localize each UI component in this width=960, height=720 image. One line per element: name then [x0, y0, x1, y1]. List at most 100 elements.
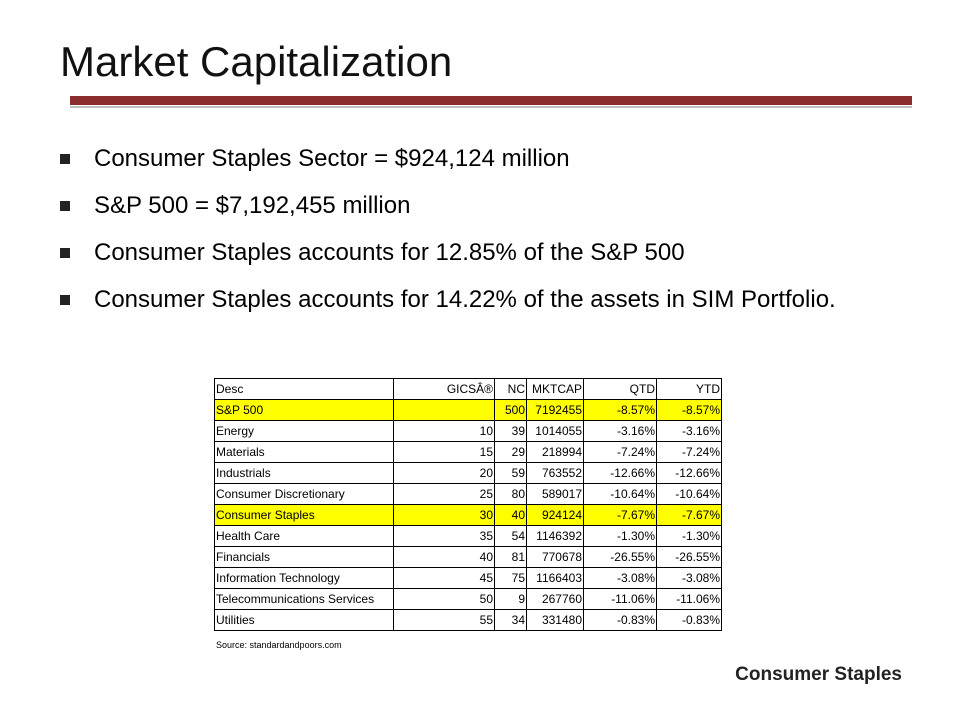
table-cell: -26.55% — [583, 546, 657, 568]
table-cell: 34 — [494, 609, 527, 631]
table-row: Telecommunications Services 50 9 267760 -11.… — [214, 588, 722, 610]
table-row: Financials 40 81 770678 -26.55% -26.55% — [214, 546, 722, 568]
table-cell: 9 — [494, 588, 527, 610]
table-row: S&P 500 500 7192455 -8.57% -8.57% — [214, 399, 722, 421]
table-cell: -0.83% — [583, 609, 657, 631]
bullet-item: Consumer Staples Sector = $924,124 milli… — [60, 142, 920, 175]
table-cell — [393, 399, 495, 421]
table-cell: 500 — [494, 399, 527, 421]
slide-title: Market Capitalization — [60, 38, 453, 85]
table-header-row: Desc GICSÂ® NC MKTCAP QTD YTD — [214, 378, 722, 400]
bullet-list: Consumer Staples Sector = $924,124 milli… — [60, 142, 920, 330]
table-cell: 20 — [393, 462, 495, 484]
bullet-text: Consumer Staples accounts for 14.22% of … — [94, 286, 836, 313]
table-cell: -10.64% — [656, 483, 722, 505]
table-cell: 25 — [393, 483, 495, 505]
header-ytd: YTD — [656, 378, 722, 400]
bullet-item: S&P 500 = $7,192,455 million — [60, 189, 920, 222]
table-cell: Materials — [214, 441, 394, 463]
table-cell: -26.55% — [656, 546, 722, 568]
table-cell: -1.30% — [583, 525, 657, 547]
table-cell: 1146392 — [526, 525, 584, 547]
header-desc: Desc — [214, 378, 394, 400]
table-cell: 267760 — [526, 588, 584, 610]
table-cell: -7.67% — [583, 504, 657, 526]
table-cell: -3.16% — [583, 420, 657, 442]
table-cell: -11.06% — [656, 588, 722, 610]
table-body: S&P 500 500 7192455 -8.57% -8.57% Energy 10 39 1… — [214, 399, 722, 631]
table-cell: -3.08% — [583, 567, 657, 589]
table-cell: Information Technology — [214, 567, 394, 589]
table-cell: 10 — [393, 420, 495, 442]
table-cell: 54 — [494, 525, 527, 547]
bullet-item: Consumer Staples accounts for 14.22% of … — [60, 283, 920, 316]
header-nc: NC — [494, 378, 527, 400]
header-qtd: QTD — [583, 378, 657, 400]
footer-label: Consumer Staples — [735, 664, 902, 685]
source-note: Source: standardandpoors.com — [216, 640, 342, 650]
table-cell: 40 — [494, 504, 527, 526]
table-row: Consumer Staples 30 40 924124 -7.67% -7.67% — [214, 504, 722, 526]
table-row: Industrials 20 59 763552 -12.66% -12.66% — [214, 462, 722, 484]
table-cell: 763552 — [526, 462, 584, 484]
table-cell: Industrials — [214, 462, 394, 484]
table-cell: -8.57% — [656, 399, 722, 421]
table-row: Information Technology 45 75 1166403 -3.08% -… — [214, 567, 722, 589]
bullet-item: Consumer Staples accounts for 12.85% of … — [60, 236, 920, 269]
table-cell: 35 — [393, 525, 495, 547]
table-cell: Health Care — [214, 525, 394, 547]
table-cell: 589017 — [526, 483, 584, 505]
table-row: Energy 10 39 1014055 -3.16% -3.16% — [214, 420, 722, 442]
table-cell: Energy — [214, 420, 394, 442]
table-cell: 1166403 — [526, 567, 584, 589]
table-cell: -3.08% — [656, 567, 722, 589]
table-cell: 770678 — [526, 546, 584, 568]
table-cell: 40 — [393, 546, 495, 568]
table-cell: -7.24% — [583, 441, 657, 463]
table-cell: -12.66% — [656, 462, 722, 484]
table-cell: -11.06% — [583, 588, 657, 610]
table-cell: 331480 — [526, 609, 584, 631]
table-row: Consumer Discretionary 25 80 589017 -10.64% -… — [214, 483, 722, 505]
title-underline-shadow — [70, 106, 912, 108]
table-cell: -7.67% — [656, 504, 722, 526]
bullet-text: S&P 500 = $7,192,455 million — [94, 192, 411, 219]
table-cell: 39 — [494, 420, 527, 442]
table-cell: 50 — [393, 588, 495, 610]
header-gics: GICSÂ® — [393, 378, 495, 400]
table-cell: 30 — [393, 504, 495, 526]
table-cell: 218994 — [526, 441, 584, 463]
table-cell: 81 — [494, 546, 527, 568]
sector-market-cap-table: Desc GICSÂ® NC MKTCAP QTD YTD S&P 500 500… — [214, 378, 722, 631]
square-bullet-icon — [60, 248, 70, 258]
table-cell: 1014055 — [526, 420, 584, 442]
square-bullet-icon — [60, 295, 70, 305]
table-cell: -1.30% — [656, 525, 722, 547]
table-cell: -3.16% — [656, 420, 722, 442]
table-cell: Consumer Discretionary — [214, 483, 394, 505]
table-row: Materials 15 29 218994 -7.24% -7.24% — [214, 441, 722, 463]
table-cell: 15 — [393, 441, 495, 463]
table-row: Health Care 35 54 1146392 -1.30% -1.30% — [214, 525, 722, 547]
table-cell: 59 — [494, 462, 527, 484]
table-cell: S&P 500 — [214, 399, 394, 421]
table-cell: 80 — [494, 483, 527, 505]
square-bullet-icon — [60, 201, 70, 211]
table-cell: -10.64% — [583, 483, 657, 505]
table-cell: 55 — [393, 609, 495, 631]
table-cell: Financials — [214, 546, 394, 568]
table-cell: 924124 — [526, 504, 584, 526]
title-underline — [70, 96, 912, 105]
table-cell: 7192455 — [526, 399, 584, 421]
header-mktcap: MKTCAP — [526, 378, 584, 400]
bullet-text: Consumer Staples Sector = $924,124 milli… — [94, 145, 570, 172]
table-row: Utilities 55 34 331480 -0.83% -0.83% — [214, 609, 722, 631]
table-cell: -12.66% — [583, 462, 657, 484]
table-cell: -0.83% — [656, 609, 722, 631]
table-cell: 45 — [393, 567, 495, 589]
table-cell: 29 — [494, 441, 527, 463]
table-cell: -8.57% — [583, 399, 657, 421]
table-cell: Utilities — [214, 609, 394, 631]
table-cell: Telecommunications Services — [214, 588, 394, 610]
square-bullet-icon — [60, 154, 70, 164]
